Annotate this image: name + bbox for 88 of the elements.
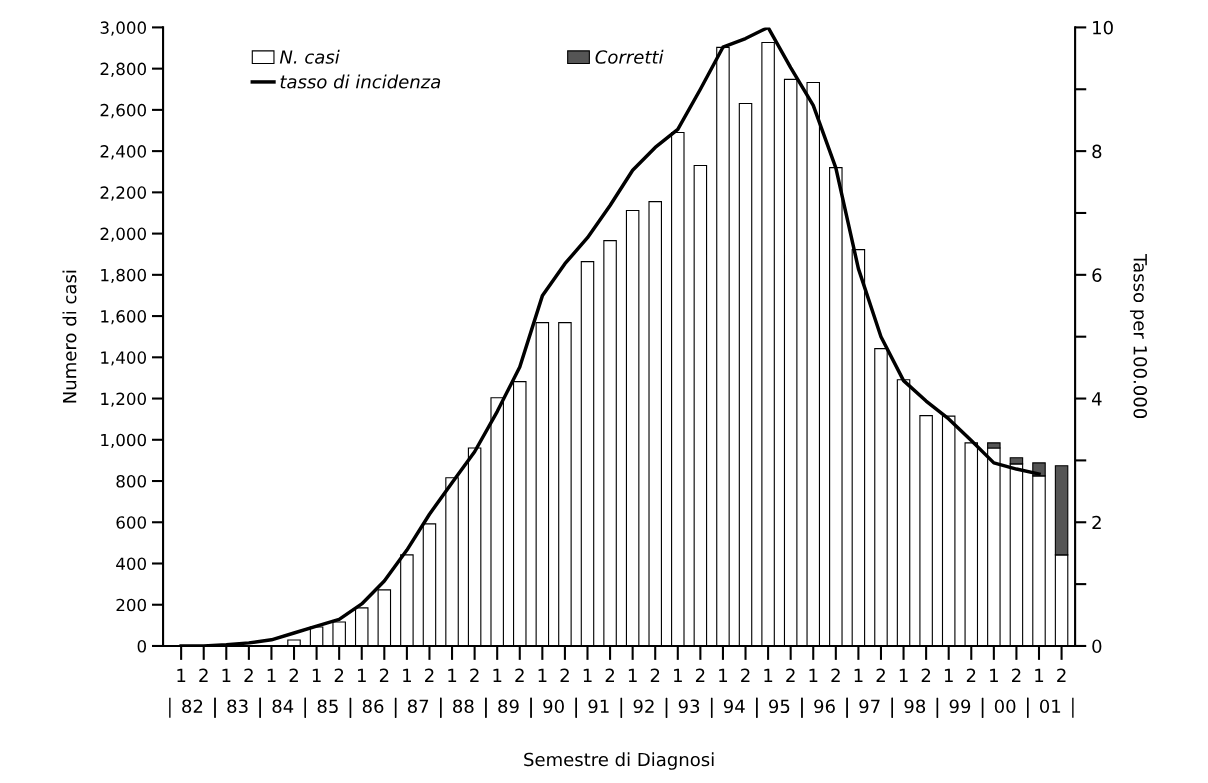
x-axis-title: Semestre di Diagnosi: [524, 752, 714, 770]
text: 93: [678, 699, 700, 714]
x-tick-label: 1: [764, 668, 773, 682]
text: 95: [769, 699, 790, 714]
y-axis-title: Numero di casi: [62, 270, 77, 403]
x-tick-label: 1: [854, 668, 863, 682]
text: 88: [453, 699, 474, 714]
x-tick-label: 2: [425, 668, 434, 682]
y-tick-label: 1,800: [101, 268, 146, 284]
x-tick-label: 2: [470, 668, 479, 682]
x-tick-label: 1: [944, 668, 953, 682]
y-tick-label: 400: [116, 557, 146, 571]
text: 97: [859, 699, 880, 714]
x-tick-label: 1: [357, 668, 366, 682]
y2-axis-title: Tasso per 100.000: [1129, 254, 1148, 419]
y-tick-label: 800: [116, 474, 146, 488]
y-tick-label: 2,400: [100, 145, 146, 160]
x-tick-label: 2: [786, 668, 795, 682]
x-tick-label: 2: [695, 668, 705, 682]
y-tick-label: 1,000: [101, 433, 146, 449]
text: 96: [814, 699, 835, 714]
y2-tick-label: 8: [1092, 144, 1102, 159]
legend-label: Corretti: [595, 49, 664, 64]
y2-tick-label: 0: [1092, 639, 1102, 654]
text: 85: [317, 699, 338, 714]
x-tick-label: 1: [448, 668, 457, 682]
text: 91: [588, 699, 609, 714]
legend-label: N. casi: [279, 49, 340, 64]
x-tick-label: 2: [650, 668, 660, 682]
x-tick-label: 1: [403, 668, 411, 682]
y2-tick-label: 4: [1091, 392, 1102, 406]
x-tick-label: 1: [809, 668, 818, 682]
text: 94: [723, 699, 745, 714]
x-tick-label: 1: [493, 668, 502, 682]
text: 84: [272, 699, 294, 714]
x-tick-label: 1: [583, 668, 592, 682]
x-tick-label: 2: [831, 668, 840, 682]
x-tick-label: 1: [628, 668, 637, 682]
x-tick-label: 1: [177, 668, 186, 682]
x-tick-label: 1: [312, 668, 321, 682]
y-tick-label: 600: [116, 516, 146, 529]
y-tick-label: 3,000: [100, 21, 146, 36]
y-tick-label: 1,400: [101, 351, 146, 366]
x-tick-label: 1: [674, 668, 682, 682]
x-tick-label: 2: [741, 668, 750, 682]
x-tick-label: 2: [1012, 668, 1021, 682]
text: 86: [362, 699, 384, 714]
x-tick-label: 1: [222, 668, 231, 682]
text: 89: [498, 699, 519, 714]
x-tick-label: 1: [899, 668, 908, 682]
x-tick-label: 2: [289, 668, 298, 682]
x-tick-label: 2: [334, 668, 344, 682]
y-tick-label: 0: [137, 639, 146, 653]
text: 99: [949, 699, 971, 714]
text: 98: [904, 699, 926, 714]
x-tick-label: 2: [244, 668, 253, 682]
y-tick-label: 2,200: [100, 186, 146, 201]
y-tick-label: 1,200: [101, 392, 146, 407]
x-tick-label: 2: [379, 668, 389, 682]
text: 92: [633, 699, 654, 714]
y2-tick-label: 10: [1093, 20, 1113, 35]
y2-tick-label: 2: [1092, 515, 1101, 530]
y-tick-label: 1,600: [101, 310, 146, 325]
x-tick-label: 2: [1057, 668, 1066, 682]
y2-tick-label: 6: [1092, 268, 1102, 282]
x-tick-label: 2: [560, 668, 569, 682]
y-tick-label: 2,000: [100, 227, 146, 242]
x-tick-label: 1: [538, 668, 547, 682]
x-tick-label: 2: [605, 668, 615, 682]
x-tick-label: 1: [990, 668, 998, 682]
legend-label: tasso di incidenza: [280, 74, 441, 89]
text: 83: [227, 699, 248, 714]
text: 87: [407, 699, 429, 714]
y-tick-label: 200: [116, 598, 146, 612]
text: 90: [543, 699, 564, 714]
text: 01: [1039, 699, 1061, 714]
y-tick-label: 2,600: [100, 103, 146, 119]
x-tick-label: 2: [966, 668, 976, 682]
x-tick-label: 2: [921, 668, 931, 682]
y-tick-label: 2,800: [100, 62, 146, 77]
text: 00: [994, 699, 1016, 714]
x-tick-label: 2: [876, 668, 885, 682]
x-tick-label: 2: [199, 668, 208, 682]
text: 82: [182, 699, 203, 714]
x-tick-label: 1: [1035, 668, 1044, 682]
x-tick-label: 2: [515, 668, 524, 682]
x-tick-label: 1: [719, 668, 728, 682]
x-tick-label: 1: [267, 668, 276, 682]
